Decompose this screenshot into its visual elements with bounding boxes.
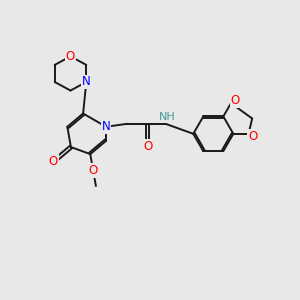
Text: O: O — [143, 140, 152, 153]
Text: O: O — [66, 50, 75, 63]
Text: O: O — [49, 155, 58, 168]
Text: NH: NH — [159, 112, 176, 122]
Text: O: O — [248, 130, 258, 143]
Text: O: O — [231, 94, 240, 107]
Text: O: O — [88, 164, 98, 177]
Text: N: N — [102, 120, 110, 133]
Text: N: N — [82, 76, 91, 88]
